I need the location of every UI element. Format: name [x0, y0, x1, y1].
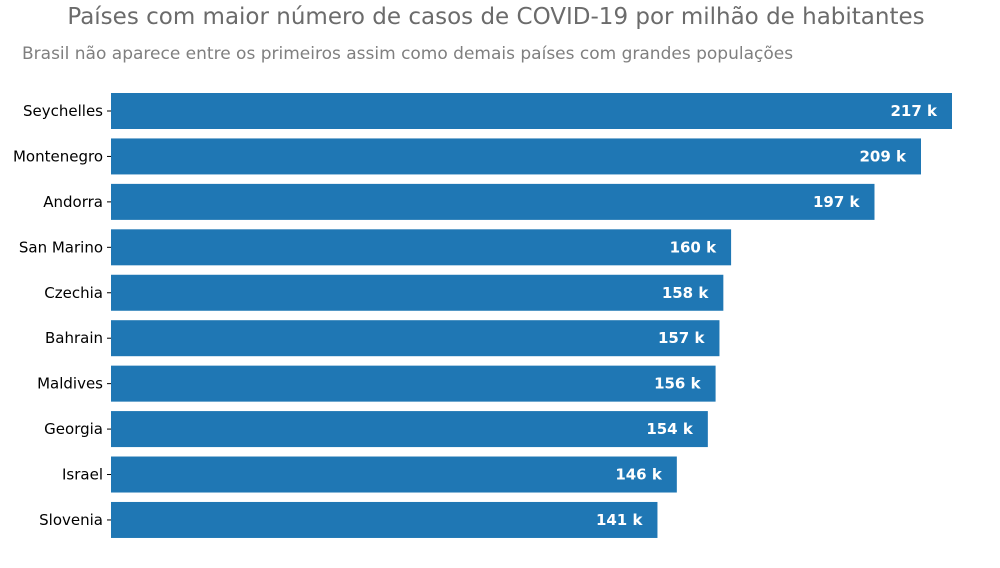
- data-label: 209 k: [859, 147, 907, 165]
- y-tick-label: San Marino: [19, 238, 103, 256]
- bar-seychelles: [111, 93, 952, 129]
- y-tick-label: Georgia: [44, 420, 103, 438]
- y-tick-label: Slovenia: [39, 511, 103, 529]
- bar-georgia: [111, 411, 708, 448]
- data-label: 141 k: [596, 511, 644, 529]
- bar-slovenia: [111, 501, 658, 538]
- data-label: 217 k: [890, 102, 938, 120]
- data-label: 160 k: [670, 238, 718, 256]
- labels-layer: Seychelles 217 k Montenegro 209 k Andorra 197…: [13, 102, 938, 529]
- data-label: 158 k: [662, 284, 710, 302]
- y-tick-label: Czechia: [44, 284, 103, 302]
- bar-san-marino: [111, 229, 732, 266]
- data-label: 154 k: [646, 420, 694, 438]
- data-label: 146 k: [615, 466, 663, 484]
- bar-maldives: [111, 365, 716, 402]
- data-label: 197 k: [813, 193, 861, 211]
- bar-montenegro: [111, 138, 921, 175]
- y-tick-label: Montenegro: [13, 147, 103, 165]
- data-label: 156 k: [654, 375, 702, 393]
- y-tick-label: Andorra: [43, 193, 103, 211]
- y-tick-label: Israel: [62, 466, 103, 484]
- chart-title: Países com maior número de casos de COVI…: [67, 4, 925, 30]
- y-tick-label: Seychelles: [23, 102, 103, 120]
- data-label: 157 k: [658, 329, 706, 347]
- chart-subtitle: Brasil não aparece entre os primeiros as…: [22, 44, 794, 64]
- bar-andorra: [111, 183, 875, 220]
- bar-bahrain: [111, 320, 720, 357]
- bar-czechia: [111, 274, 724, 311]
- y-tick-label: Bahrain: [45, 329, 103, 347]
- bars-layer: [111, 93, 952, 538]
- bar-israel: [111, 456, 677, 493]
- y-tick-label: Maldives: [37, 375, 103, 393]
